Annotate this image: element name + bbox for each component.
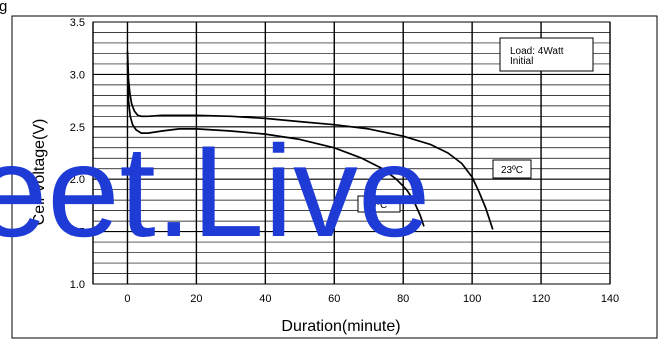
watermark: eet.Live <box>0 118 430 264</box>
annotation-0c-box <box>357 195 401 213</box>
legend-initial-text: Initial <box>510 56 533 67</box>
series-line-0 <box>126 51 494 230</box>
minor-grid <box>93 32 610 274</box>
series-curves <box>126 51 494 230</box>
x-tick-label: 80 <box>397 293 409 305</box>
legend-box: Load: 4Watt Initial <box>499 37 594 72</box>
annotation-0c: 0ºC <box>357 195 401 213</box>
legend-load-text: Load: 4Watt <box>510 46 564 57</box>
y-axis-label: Cell Voltage(V) <box>31 119 48 226</box>
y-tick-label: 2.5 <box>70 122 85 134</box>
y-tick-label: 3.0 <box>70 69 85 81</box>
y-tick-label: 1.5 <box>70 227 85 239</box>
x-tick-label: 0 <box>124 293 130 305</box>
y-tick-label: 3.5 <box>70 17 85 29</box>
annotation-23c-text: 23ºC <box>501 165 523 176</box>
y-tick-labels: 1.0 1.5 2.0 2.5 3.0 3.5 <box>70 17 85 291</box>
x-tick-label: 120 <box>532 293 550 305</box>
annotation-23c-box <box>492 159 532 179</box>
x-tick-labels: 0 20 40 60 80 100 120 140 <box>124 293 619 305</box>
x-tick-label: 140 <box>601 293 619 305</box>
x-axis-label: Duration(minute) <box>281 318 400 335</box>
major-grid <box>92 21 611 285</box>
x-tick-label: 20 <box>190 293 202 305</box>
x-tick-label: 100 <box>463 293 481 305</box>
plot-area <box>92 21 611 285</box>
annotation-0c-text: 0ºC <box>371 200 387 211</box>
series-line-1 <box>126 61 425 227</box>
x-tick-label: 60 <box>328 293 340 305</box>
annotation-23c: 23ºC <box>492 159 532 179</box>
y-tick-label: 1.0 <box>70 279 85 291</box>
title-fragment: g <box>0 0 7 15</box>
legend-box-frame <box>499 37 594 72</box>
x-tick-label: 40 <box>259 293 271 305</box>
outer-border <box>11 15 658 339</box>
y-tick-label: 2.0 <box>70 174 85 186</box>
